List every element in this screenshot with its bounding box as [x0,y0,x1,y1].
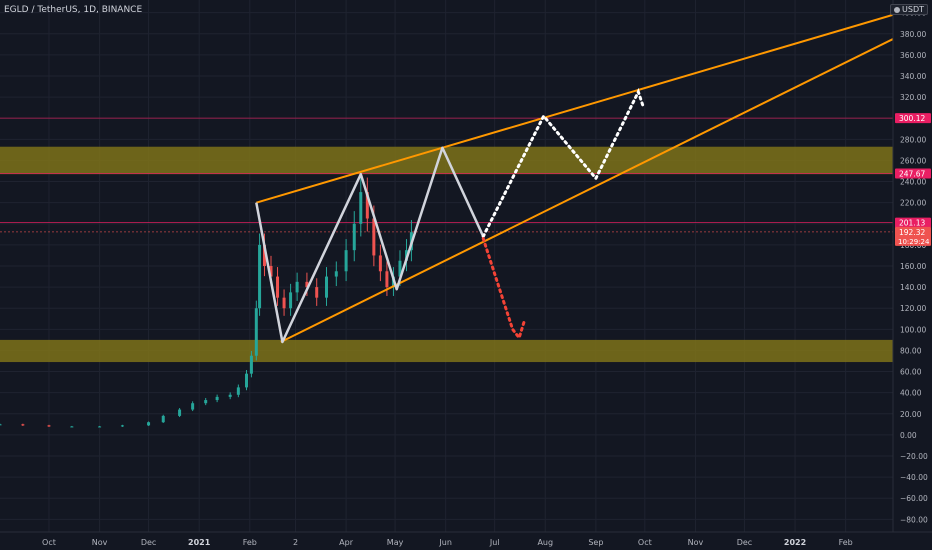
countdown-label: 10:29:24 [898,238,930,246]
candle-body [204,400,208,404]
x-tick-label: Aug [537,538,553,547]
wedge-pattern-path[interactable] [255,146,485,344]
candle-body [70,426,74,428]
y-tick-label: 40.00 [900,389,922,398]
price-label-text: 247.67 [899,169,925,178]
symbol-title[interactable]: EGLD / TetherUS, 1D, BINANCE [4,5,143,15]
x-tick-label: Dec [737,538,752,547]
candle-body [315,287,319,298]
price-label-text: 192.32 [899,228,925,237]
candle-body [258,244,262,309]
currency-selector[interactable]: USDT [890,4,928,15]
price-label-tag [895,217,931,228]
candle-body [359,192,363,224]
x-tick-label: Oct [638,538,652,547]
candle-body [228,394,232,397]
candle-body [249,355,253,374]
candle-body [372,218,376,256]
candle-body [120,425,124,427]
candle-body [305,281,309,288]
y-tick-label: 120.00 [900,304,926,313]
candle-body [385,271,389,288]
candle-body [191,403,195,410]
candle-body [47,425,51,427]
price-label-tag [895,226,931,246]
x-tick-label: Apr [339,538,354,547]
y-tick-label: −60.00 [900,494,928,503]
y-tick-label: 240.00 [900,178,926,187]
candle-body [0,424,2,426]
y-tick-label: −40.00 [900,473,928,482]
candle-body [269,266,273,277]
price-label-tag [895,113,931,124]
trendline-upper-channel[interactable] [256,13,894,204]
currency-label: USDT [902,5,924,14]
x-tick-label: 2 [293,538,298,547]
trendline-lower-channel[interactable] [280,38,894,343]
candle-body [236,387,240,395]
y-tick-label: −20.00 [900,452,928,461]
x-tick-label: 2022 [784,538,806,547]
candle-body [352,223,356,251]
candle-body [262,244,266,266]
y-tick-label: 20.00 [900,410,922,419]
price-label-text: 300.12 [899,114,925,123]
candle-body [178,409,182,416]
x-tick-label: 2021 [188,538,211,547]
y-tick-label: 160.00 [900,262,926,271]
y-tick-label: 340.00 [900,72,926,81]
x-tick-label: Jul [489,538,500,547]
y-tick-label: 220.00 [900,199,926,208]
projection-up-path[interactable] [481,87,645,238]
candle-body [276,276,280,298]
y-tick-label: 280.00 [900,135,926,144]
y-tick-label: 360.00 [900,51,926,60]
candle-body [21,424,25,426]
candle-body [344,250,348,272]
candle-body [98,426,102,428]
x-tick-label: Feb [243,538,257,547]
candle-body [254,308,258,356]
candle-body [365,192,369,219]
candle-body [289,292,293,309]
candle-body [282,297,286,309]
y-tick-label: 260.00 [900,156,926,165]
x-tick-label: Nov [688,538,704,547]
candle-body [325,276,329,298]
y-tick-label: −80.00 [900,515,928,524]
candle-body [398,260,402,277]
x-tick-label: Jun [438,538,452,547]
candle-body [215,396,219,401]
candle-body [161,415,165,423]
x-tick-label: Sep [588,538,603,547]
y-tick-label: 100.00 [900,325,926,334]
x-tick-label: Dec [141,538,156,547]
x-tick-label: May [387,538,404,547]
y-tick-label: 0.00 [900,431,917,440]
x-tick-label: Feb [839,538,853,547]
price-label-tag [895,168,931,179]
candle-body [295,281,299,293]
currency-dot-icon [894,6,901,13]
price-label-text: 201.13 [899,219,925,228]
y-axis-panel [893,0,932,550]
y-tick-label: 80.00 [900,346,922,355]
x-tick-label: Oct [42,538,56,547]
y-tick-label: 380.00 [900,30,926,39]
candle-body [334,271,338,277]
candle-body [378,255,382,272]
projection-down-path[interactable] [481,237,526,341]
support-resistance-zone [0,339,893,363]
candle-body [245,373,249,388]
candle-body [147,422,151,426]
y-tick-label: 60.00 [900,368,922,377]
x-tick-label: Nov [92,538,108,547]
y-tick-label: 140.00 [900,283,926,292]
support-resistance-zone [0,146,893,175]
y-tick-label: 320.00 [900,93,926,102]
